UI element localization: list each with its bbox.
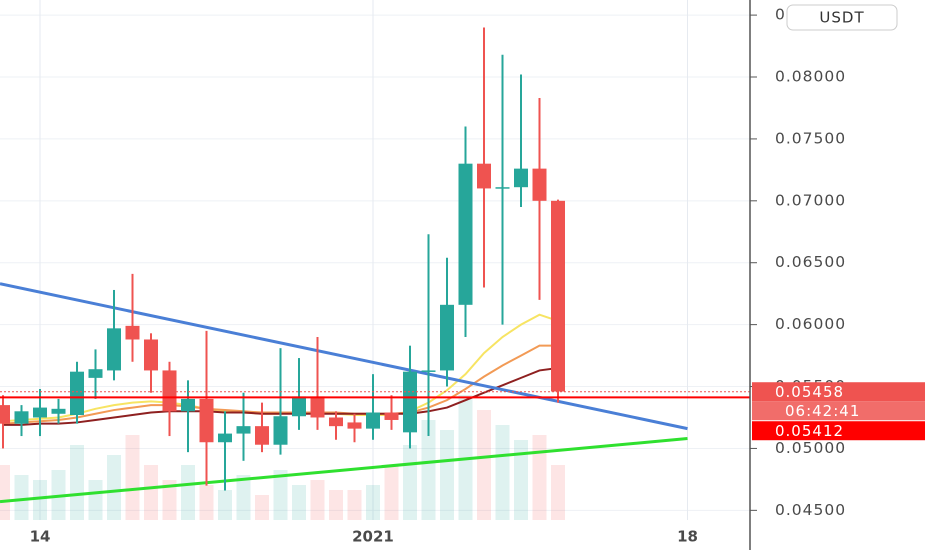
candle-body [292, 396, 306, 417]
volume-bar [88, 480, 103, 520]
candle-body [88, 369, 103, 378]
candle-body [384, 412, 399, 420]
volume-bar [551, 465, 565, 520]
currency-button-box[interactable] [786, 4, 898, 31]
volume-bar [514, 440, 528, 520]
volume-bar [14, 475, 29, 520]
volume-bar [532, 435, 547, 520]
candle-body [347, 422, 362, 429]
volume-bar [477, 410, 491, 520]
candle-body [551, 200, 565, 392]
candle-body [107, 328, 121, 371]
price-label: 0.05458 [775, 383, 844, 401]
y-tick-label: 0.08000 [775, 68, 846, 86]
volume-bar [347, 490, 362, 520]
x-tick-label: 14 [30, 528, 51, 546]
countdown: 06:42:41 [785, 402, 860, 420]
volume-bar [125, 435, 140, 520]
candle-body [458, 163, 473, 305]
trendline [0, 437, 688, 504]
candle-body [236, 426, 251, 434]
candle-body [33, 407, 47, 418]
price-label: 0.05412 [775, 422, 844, 440]
volume-bar [366, 485, 380, 520]
candle-body [329, 417, 343, 427]
candle-body [144, 339, 158, 371]
volume-bar [107, 455, 121, 520]
candle-body [477, 163, 491, 189]
candle-body [495, 187, 510, 189]
plot-area [0, 27, 750, 520]
volume-bar [273, 470, 288, 520]
price-label-box [752, 382, 925, 402]
price-axis: 0.045000.050000.055000.060000.065000.070… [750, 6, 846, 519]
volume-bar [310, 480, 325, 520]
currency-label[interactable]: USDT [819, 9, 864, 27]
volume-bar [144, 465, 158, 520]
candle-body [181, 398, 195, 412]
y-tick-label: 0.05000 [775, 439, 846, 457]
volume-bar [421, 420, 436, 520]
y-tick-label: 0.07000 [775, 191, 846, 209]
candle-body [403, 371, 417, 433]
candle-body [273, 416, 288, 445]
candle-body [514, 168, 528, 188]
grid [0, 0, 750, 520]
candle-body [366, 412, 380, 429]
y-tick-label: 0.06500 [775, 253, 846, 271]
y-tick-label: 0.04500 [775, 501, 846, 519]
volume-bar [199, 485, 214, 520]
volume-bar [403, 445, 417, 520]
candle-body [199, 398, 214, 443]
candle-body [51, 408, 66, 414]
candle-body [14, 411, 29, 424]
candle-body [532, 168, 547, 201]
currency-button[interactable]: USDT [786, 4, 898, 31]
countdown-box [752, 401, 925, 421]
candle-body [255, 426, 269, 445]
volume-bar [495, 425, 510, 520]
volume-bar [329, 490, 343, 520]
volume-bar [0, 465, 10, 520]
volume-bar [181, 465, 195, 520]
candle-body [310, 396, 325, 418]
volume-bar [255, 495, 269, 520]
y-tick-label: 0.07500 [775, 129, 846, 147]
volume-bar [384, 465, 399, 520]
candle-body [421, 370, 436, 372]
volume-bar [33, 480, 47, 520]
candle-body [162, 370, 177, 412]
volume-bar [440, 430, 454, 520]
x-tick-label: 2021 [352, 528, 394, 546]
volume-bar [218, 490, 232, 520]
candle-body [70, 371, 84, 416]
candle-body [125, 325, 140, 340]
candle-body [440, 304, 454, 371]
volume-bar [236, 475, 251, 520]
volume-bar [292, 485, 306, 520]
x-tick-label: 18 [677, 528, 698, 546]
volume-bar [162, 480, 177, 520]
candle-body [0, 405, 10, 424]
price-label-box [752, 421, 925, 441]
candle-body [218, 433, 232, 443]
y-tick-label: 0.06000 [775, 315, 846, 333]
volume-bar [70, 445, 84, 520]
